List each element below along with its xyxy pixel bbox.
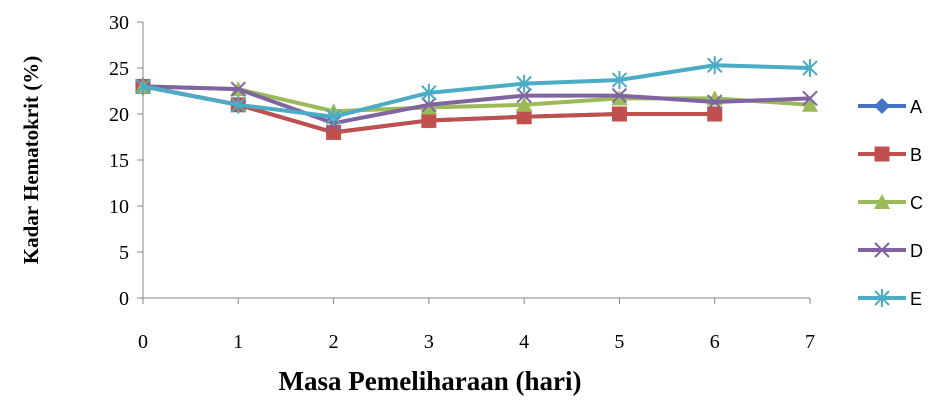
- y-axis-title: Kadar Hematokrit (%): [19, 56, 43, 264]
- x-tick-label: 4: [519, 331, 529, 353]
- series-line-d: [142, 84, 811, 126]
- series-lines: [135, 56, 818, 141]
- series-e: [135, 56, 818, 126]
- data-point-b: [421, 112, 437, 128]
- x-tick-label: 1: [233, 331, 243, 353]
- legend-label-e: E: [910, 289, 922, 309]
- data-point-e: [802, 59, 818, 77]
- data-point-e: [421, 83, 437, 102]
- data-point-d: [802, 90, 818, 107]
- legend-label-a: A: [910, 97, 922, 117]
- data-point-d: [516, 87, 532, 104]
- data-point-c: [802, 96, 818, 112]
- legend-marker-e: [874, 289, 890, 307]
- y-tick-label: 25: [109, 58, 129, 80]
- legend-label-b: B: [910, 145, 922, 165]
- data-point-d: [707, 94, 723, 110]
- x-tick-label: 7: [805, 331, 815, 353]
- y-tick-label: 0: [119, 288, 129, 310]
- data-point-b: [707, 106, 723, 122]
- data-point-c: [420, 99, 437, 115]
- legend-label-d: D: [910, 241, 923, 261]
- data-point-d: [611, 87, 628, 104]
- x-axis-title: Masa Pemeliharaan (hari): [279, 366, 582, 396]
- legend-marker-c: [874, 194, 890, 209]
- legend-entry-b: B: [858, 145, 922, 165]
- x-tick-label: 0: [138, 331, 148, 353]
- data-point-e: [230, 95, 246, 114]
- data-point-e: [707, 56, 723, 75]
- data-point-b: [326, 124, 342, 140]
- data-point-e: [325, 107, 342, 126]
- legend-label-c: C: [910, 193, 923, 213]
- legend-entry-a: A: [858, 97, 922, 117]
- x-axis-ticks: 0 1 2 3 4 5 6 7: [138, 298, 815, 353]
- y-tick-label: 5: [119, 242, 129, 264]
- legend-entry-c: C: [858, 193, 923, 213]
- x-tick-label: 3: [424, 331, 434, 353]
- y-tick-label: 20: [109, 104, 129, 126]
- y-tick-label: 15: [109, 150, 129, 172]
- data-point-d: [421, 97, 437, 113]
- legend-entry-d: D: [858, 241, 923, 261]
- data-point-e: [135, 77, 151, 96]
- y-axis-ticks: 0 5 10 15 20 25 30: [109, 12, 143, 310]
- y-tick-label: 30: [109, 12, 129, 34]
- series-line-e: [142, 63, 811, 119]
- y-tick-label: 10: [109, 196, 129, 218]
- x-tick-label: 6: [710, 331, 720, 353]
- data-point-b: [516, 109, 532, 125]
- legend-marker-b: [874, 146, 890, 162]
- axes: [142, 22, 810, 299]
- legend-entry-e: E: [858, 289, 922, 309]
- x-tick-label: 5: [614, 331, 624, 353]
- legend-marker-a: [874, 98, 890, 114]
- data-point-c: [611, 90, 628, 106]
- data-point-c: [516, 96, 533, 112]
- data-point-b: [611, 106, 627, 122]
- legend: A B C D E: [858, 97, 923, 309]
- legend-marker-d: [874, 242, 890, 258]
- data-point-d: [230, 81, 246, 97]
- data-point-e: [611, 70, 628, 89]
- x-tick-label: 2: [329, 331, 339, 353]
- data-point-e: [516, 74, 532, 93]
